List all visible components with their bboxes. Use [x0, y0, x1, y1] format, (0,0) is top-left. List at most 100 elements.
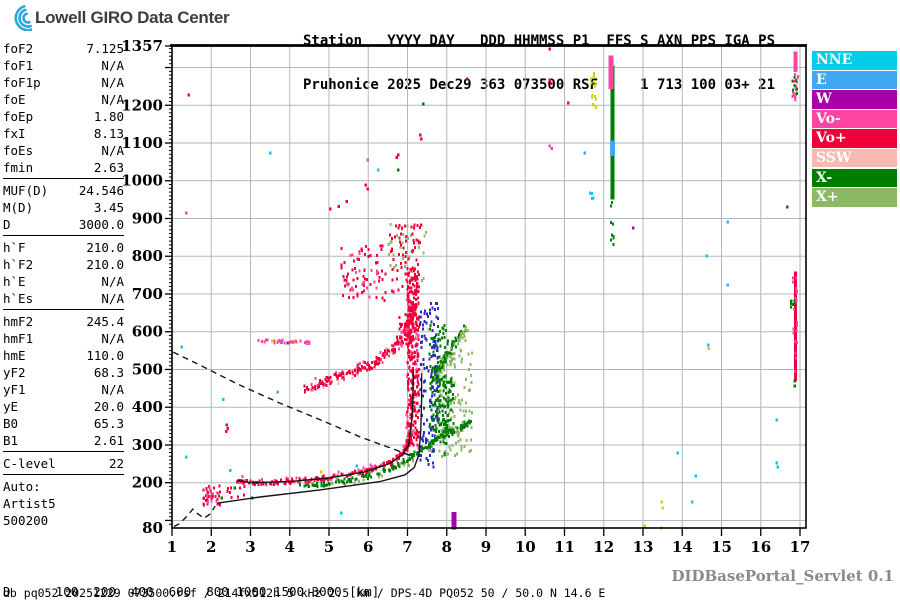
param-row-yf1: yF1 N/A [3, 381, 124, 398]
param-row-ye: yE 20.0 [3, 398, 124, 415]
param-label: hmF1 [3, 331, 34, 346]
x-axis-label-9: 9 [481, 538, 491, 556]
param-value: N/A [101, 274, 124, 289]
echo-direction-legend: NNE E W Vo- Vo+ SSW X- X+ [812, 51, 897, 208]
legend-item-w: W [812, 90, 897, 109]
x-axis-label-13: 13 [633, 538, 654, 556]
echo-cluster-vominus [608, 55, 614, 89]
panel-separator [3, 235, 124, 236]
param-label: foEs [3, 143, 34, 158]
param-row-fof1: foF1 N/A [3, 57, 124, 74]
echo-cluster-voplus [406, 266, 421, 447]
param-row-he: h`E N/A [3, 273, 124, 290]
fitted-trace [237, 369, 415, 484]
param-row-hme: hmE 110.0 [3, 347, 124, 364]
param-label: h`F [3, 240, 26, 255]
x-axis-label-12: 12 [593, 538, 614, 556]
param-value: 2.63 [93, 160, 124, 175]
giro-wave-icon [14, 5, 32, 31]
x-axis-label-3: 3 [245, 538, 255, 556]
param-value: 20.0 [93, 399, 124, 414]
param-value: N/A [101, 143, 124, 158]
param-label: fmin [3, 160, 34, 175]
x-axis-label-4: 4 [285, 538, 295, 556]
x-axis-label-14: 14 [672, 538, 693, 556]
profile-lines [172, 351, 423, 528]
param-label: MUF(D) [3, 183, 49, 198]
y-axis-label-1200: 1200 [121, 96, 163, 114]
y-axis-label-500: 500 [132, 360, 163, 378]
param-row-foe: foE N/A [3, 91, 124, 108]
x-axis-label-10: 10 [515, 538, 536, 556]
echo-cluster-nne [589, 191, 595, 200]
param-label: C-level [3, 456, 56, 471]
param-value: N/A [101, 75, 124, 90]
y-axis-label-80: 80 [142, 519, 163, 537]
param-row-d: D 3000.0 [3, 216, 124, 233]
echo-cluster-xminus [791, 76, 798, 95]
param-value: 110.0 [86, 348, 124, 363]
echo-cluster-vominus [206, 486, 218, 504]
param-value: 7.125 [86, 41, 124, 56]
echo-cluster-xminus [220, 486, 237, 500]
legend-item-x: X- [812, 168, 897, 188]
echo-cluster-vominus [257, 338, 311, 345]
x-axis-label-2: 2 [206, 538, 216, 556]
param-label: foE [3, 92, 26, 107]
param-label: B1 [3, 433, 19, 448]
param-value: N/A [101, 382, 124, 397]
param-row-md: M(D) 3.45 [3, 199, 124, 216]
param-value: N/A [101, 291, 124, 306]
param-label: yF1 [3, 382, 26, 397]
param-label: fxI [3, 126, 26, 141]
y-axis-label-400: 400 [132, 398, 163, 416]
y-axis-label-700: 700 [132, 285, 163, 303]
y-axis-label-600: 600 [132, 323, 163, 341]
x-axis-label-8: 8 [442, 538, 452, 556]
parameter-panel: foF2 7.125 foF1 N/A foF1p N/A foE N/A foEp 1.80 fx… [3, 40, 124, 529]
echo-cluster-w [286, 77, 635, 345]
param-value: 245.4 [86, 314, 124, 329]
x-axis-label-15: 15 [711, 538, 732, 556]
param-label: B0 [3, 416, 19, 431]
x-axis-label-7: 7 [402, 538, 412, 556]
echo-cluster-y [591, 93, 598, 109]
x-axis-label-17: 17 [790, 538, 811, 556]
param-row-mufd: MUF(D) 24.546 [3, 182, 124, 199]
legend-item-vo: Vo+ [812, 129, 897, 148]
param-label: yF2 [3, 365, 26, 380]
muf-table-distance-row: D 100 200 400 600 800 1000 1500 3000 [km… [3, 584, 380, 599]
param-row-yf2: yF2 68.3 [3, 364, 124, 381]
echo-cluster-vominus [345, 252, 378, 299]
echo-cluster-xminus [299, 419, 473, 488]
legend-item-nne: NNE [812, 51, 897, 70]
legend-item-ssw: SSW [812, 148, 897, 168]
status-line: db pq052 20251229 073500.rsf / 214fx512h… [3, 586, 606, 600]
param-label: h`E [3, 274, 26, 289]
param-row-hes: h`Es N/A [3, 290, 124, 307]
x-axis-label-5: 5 [324, 538, 334, 556]
param-row-foes: foEs N/A [3, 142, 124, 159]
y-axis-label-1000: 1000 [121, 172, 163, 190]
param-label: foF2 [3, 41, 34, 56]
param-value: 68.3 [93, 365, 124, 380]
echo-cluster-vominus [310, 326, 411, 392]
true-height-profile [217, 373, 423, 504]
param-value: 22 [108, 456, 124, 471]
x-axis-label-11: 11 [554, 538, 575, 556]
param-row-clevel: C-level 22 [3, 455, 124, 472]
param-row-hmf2: hmF2 245.4 [3, 313, 124, 330]
param-row-b0: B0 65.3 [3, 415, 124, 432]
legend-item-e: E [812, 70, 897, 90]
param-row-fxi: fxI 8.13 [3, 125, 124, 142]
param-row-hmf1: hmF1 N/A [3, 330, 124, 347]
param-label: h`F2 [3, 257, 34, 272]
y-axis-label-900: 900 [132, 209, 163, 227]
auto-scaling-label: Auto: [3, 479, 41, 494]
lowell-giro-logo: Lowell GIRO Data Center [6, 5, 230, 31]
param-row-fmin: fmin 2.63 [3, 159, 124, 176]
param-label: foF1 [3, 58, 34, 73]
echo-cluster-e [609, 140, 615, 157]
param-value: 210.0 [86, 240, 124, 255]
panel-separator [3, 178, 124, 179]
